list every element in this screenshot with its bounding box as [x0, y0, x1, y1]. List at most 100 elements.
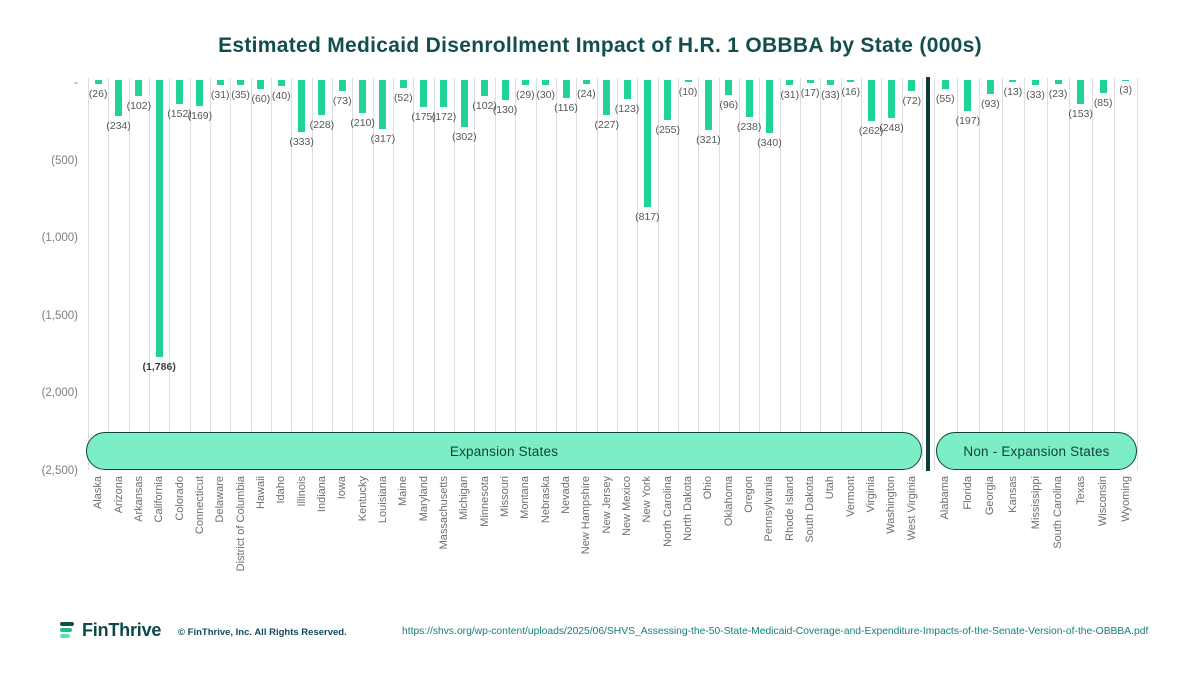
value-label-connecticut: (169)	[187, 110, 213, 123]
bar-mississippi	[1032, 80, 1039, 86]
value-label-missouri: (130)	[492, 104, 518, 117]
category-gridline	[535, 78, 537, 470]
bar-illinois	[298, 80, 306, 132]
value-label-south-dakota: (17)	[800, 86, 820, 99]
footer: FinThrive © FinThrive, Inc. All Rights R…	[0, 612, 1200, 657]
category-gridline	[454, 78, 456, 470]
bar-alabama	[941, 80, 949, 89]
bar-iowa	[338, 80, 346, 92]
category-gridline	[901, 78, 903, 470]
bar-north-carolina	[664, 80, 672, 120]
x-axis-label-nebraska: Nebraska	[539, 476, 552, 524]
category-gridline	[718, 78, 720, 470]
bar-virginia	[867, 80, 875, 121]
x-axis-label-georgia: Georgia	[984, 476, 997, 516]
source-url-link[interactable]: https://shvs.org/wp-content/uploads/2025…	[402, 626, 1149, 637]
value-label-maryland: (175)	[411, 111, 436, 124]
category-gridline	[860, 78, 862, 470]
category-gridline	[494, 78, 496, 470]
category-gridline	[979, 78, 981, 470]
category-gridline	[352, 78, 354, 470]
value-label-maine: (52)	[393, 92, 413, 105]
category-gridline	[372, 78, 374, 470]
value-label-kansas: (13)	[1003, 86, 1023, 99]
bar-new-hampshire	[582, 80, 590, 84]
finthrive-logo-icon	[60, 622, 77, 639]
value-label-wisconsin: (85)	[1093, 97, 1113, 110]
category-gridline	[250, 78, 252, 470]
value-label-california: (1,786)	[142, 361, 176, 374]
x-axis-label-rhode-island: Rhode Island	[783, 476, 796, 541]
x-axis-label-alabama: Alabama	[939, 476, 952, 520]
category-gridline	[922, 78, 923, 470]
bar-maryland	[420, 80, 428, 108]
value-label-mississippi: (33)	[1026, 89, 1045, 102]
category-gridline	[657, 78, 659, 470]
bar-new-york	[643, 80, 651, 207]
value-label-ohio: (321)	[696, 133, 721, 146]
x-axis-label-michigan: Michigan	[458, 476, 471, 521]
category-gridline	[576, 78, 578, 470]
category-gridline	[169, 78, 171, 470]
value-label-hawaii: (60)	[251, 93, 271, 106]
category-gridline	[230, 78, 232, 470]
bar-ohio	[704, 80, 712, 130]
category-gridline	[616, 78, 618, 470]
bar-south-dakota	[806, 80, 814, 83]
y-axis-tick-label: (2,500)	[41, 465, 78, 477]
value-label-kentucky: (210)	[350, 116, 375, 129]
finthrive-logo-text: FinThrive	[82, 620, 162, 640]
bar-louisiana	[379, 80, 387, 130]
value-label-district-of-columbia: (35)	[231, 89, 250, 102]
value-label-iowa: (73)	[332, 95, 352, 108]
y-axis-tick-label: (1,500)	[41, 309, 78, 322]
category-gridline	[637, 78, 639, 470]
bar-district-of-columbia	[237, 80, 245, 86]
expansion-states-group-label: Expansion States	[86, 432, 922, 470]
x-axis-label-iowa: Iowa	[336, 476, 349, 500]
value-label-vermont: (16)	[841, 86, 861, 99]
y-axis-tick-label: (500)	[51, 154, 78, 167]
category-gridline	[934, 78, 935, 470]
value-label-indiana: (228)	[309, 119, 335, 132]
value-label-colorado: (152)	[167, 107, 192, 120]
category-gridline	[799, 78, 801, 470]
value-label-florida: (197)	[955, 114, 981, 127]
x-axis-label-virginia: Virginia	[865, 476, 878, 513]
value-label-wyoming: (3)	[1119, 84, 1133, 97]
x-axis-label-connecticut: Connecticut	[193, 476, 206, 535]
category-gridline	[1137, 78, 1138, 470]
value-label-new-jersey: (227)	[594, 119, 619, 132]
x-axis-label-wyoming: Wyoming	[1119, 476, 1132, 522]
bar-new-jersey	[603, 80, 611, 116]
value-label-oregon: (238)	[736, 120, 762, 133]
value-label-idaho: (40)	[271, 90, 291, 103]
value-label-new-hampshire: (24)	[577, 87, 596, 100]
bar-kentucky	[359, 80, 367, 113]
x-axis-label-idaho: Idaho	[275, 476, 288, 504]
value-label-pennsylvania: (340)	[757, 136, 782, 149]
value-label-arizona: (234)	[106, 120, 131, 133]
x-axis-label-kansas: Kansas	[1006, 476, 1019, 513]
bar-maine	[399, 80, 407, 89]
value-label-georgia: (93)	[981, 98, 1000, 111]
x-axis-label-oklahoma: Oklahoma	[722, 476, 735, 527]
x-axis-label-north-dakota: North Dakota	[682, 476, 695, 541]
category-gridline	[1024, 78, 1026, 470]
x-axis-label-massachusetts: Massachusetts	[437, 476, 450, 550]
x-axis-label-hawaii: Hawaii	[254, 476, 267, 510]
bar-washington	[887, 80, 895, 119]
category-gridline	[1001, 78, 1003, 470]
category-gridline	[128, 78, 130, 470]
x-axis-label-west-virginia: West Virginia	[905, 476, 918, 541]
y-axis-tick-label: (2,000)	[41, 387, 78, 400]
category-gridline	[555, 78, 557, 470]
category-gridline	[149, 78, 151, 470]
category-gridline	[759, 78, 761, 470]
non-expansion-states-group-label: Non - Expansion States	[936, 432, 1137, 470]
category-gridline	[433, 78, 435, 470]
bar-florida	[964, 80, 972, 111]
category-gridline	[332, 78, 334, 470]
x-axis-label-new-mexico: New Mexico	[621, 476, 634, 536]
